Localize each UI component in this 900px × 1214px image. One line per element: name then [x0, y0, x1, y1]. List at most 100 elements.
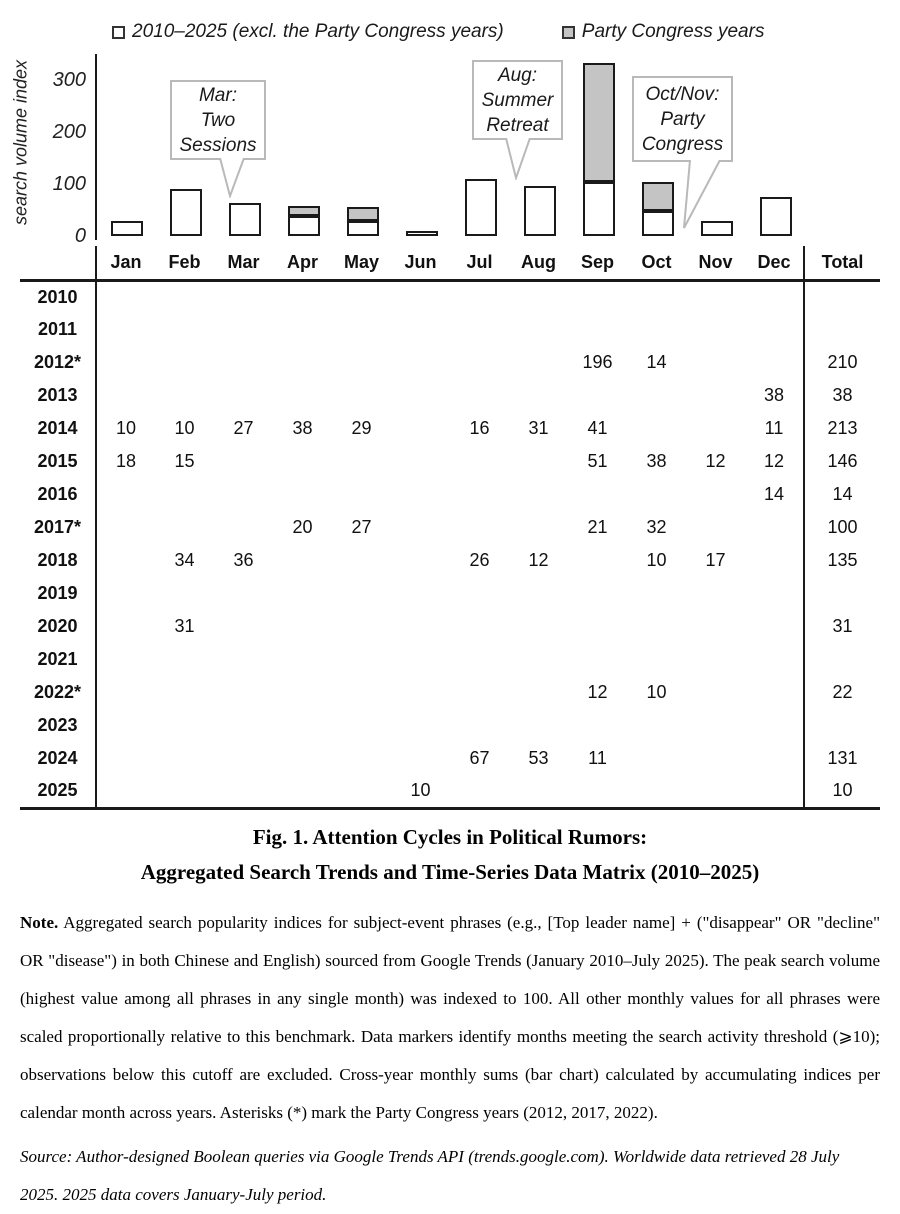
- bar-segment-jun-regular: [405, 231, 438, 236]
- table-cell: 29: [351, 418, 372, 438]
- table-cell: [273, 610, 332, 643]
- year-label: 2019: [37, 583, 78, 603]
- table-cell: [509, 379, 568, 412]
- table-row-2010: 2010: [20, 280, 880, 313]
- table-cell: [95, 775, 155, 810]
- annotation-summer-retreat: Aug: Summer Retreat: [472, 60, 563, 140]
- bar-may: [346, 207, 379, 236]
- total-cell: 31: [803, 610, 880, 643]
- table-cell: [273, 643, 332, 676]
- table-cell: 41: [587, 418, 608, 438]
- table-cell: [745, 511, 804, 544]
- table-cell: [273, 775, 332, 810]
- table-cell: [391, 643, 450, 676]
- table-cell: 34: [174, 550, 195, 570]
- column-header-jun: Jun: [391, 246, 450, 282]
- table-cell: [686, 412, 745, 445]
- table-cell: [155, 280, 214, 313]
- table-row-2021: 2021: [20, 643, 880, 676]
- table-cell: 67: [469, 748, 490, 768]
- year-label: 2015: [37, 451, 78, 471]
- table-cell: [155, 643, 214, 676]
- table-row-2015: 2015 18 15 51 38 12 12 146: [20, 445, 880, 478]
- table-cell: [332, 280, 391, 313]
- year-label: 2022*: [33, 682, 82, 702]
- table-cell: [155, 478, 214, 511]
- table-cell: 10: [391, 775, 450, 810]
- table-cell: [391, 709, 450, 742]
- table-cell: [391, 544, 450, 577]
- total-cell: 38: [803, 379, 880, 412]
- y-tick-label-0: 0: [74, 225, 86, 247]
- column-header-may: May: [332, 246, 391, 282]
- table-cell: [273, 709, 332, 742]
- table-cell: 21: [587, 517, 608, 537]
- table-cell: [509, 775, 568, 810]
- year-label: 2011: [37, 319, 78, 339]
- table-cell: [686, 676, 745, 709]
- table-cell: [273, 280, 332, 313]
- year-label: 2014: [37, 418, 78, 438]
- table-cell: [509, 610, 568, 643]
- table-row-2025: 2025 10 10: [20, 775, 880, 810]
- table-cell: [214, 577, 273, 610]
- table-cell: [332, 478, 391, 511]
- table-cell: 27: [233, 418, 254, 438]
- year-label: 2017*: [33, 517, 82, 537]
- table-cell: [214, 445, 273, 478]
- table-cell: [568, 313, 627, 346]
- column-header-sep: Sep: [568, 246, 627, 282]
- table-cell: [450, 775, 509, 810]
- annotation-two-sessions: Mar: Two Sessions: [170, 80, 266, 160]
- table-cell: [332, 445, 391, 478]
- table-cell: [95, 610, 155, 643]
- table-cell: [568, 544, 627, 577]
- table-cell: [509, 709, 568, 742]
- legend-label-congress-years: Party Congress years: [581, 21, 765, 42]
- table-cell: [391, 478, 450, 511]
- table-cell: [332, 379, 391, 412]
- table-cell: [745, 709, 804, 742]
- table-row-2018: 2018 34 36 26 12 10 17 135: [20, 544, 880, 577]
- column-header-feb: Feb: [155, 246, 214, 282]
- table-cell: 53: [528, 748, 549, 768]
- bar-sep: [582, 63, 615, 236]
- year-label: 2018: [37, 550, 78, 570]
- table-cell: [686, 280, 745, 313]
- y-tick-label-100: 100: [52, 173, 86, 195]
- table-cell: 12: [763, 451, 785, 471]
- table-cell: [332, 544, 391, 577]
- table-cell: [509, 478, 568, 511]
- column-header-mar: Mar: [214, 246, 273, 282]
- table-cell: [686, 313, 745, 346]
- column-header-apr: Apr: [273, 246, 332, 282]
- table-cell: [95, 643, 155, 676]
- column-header-total: Total: [803, 246, 880, 282]
- note-label: Note.: [20, 912, 59, 932]
- year-label: 2016: [37, 484, 78, 504]
- figure-source: Source: Author-designed Boolean queries …: [20, 1146, 840, 1204]
- legend-swatch-gray-icon: [561, 25, 575, 39]
- year-label: 2021: [37, 649, 78, 669]
- total-cell: [803, 577, 880, 610]
- table-row-2022: 2022* 12 10 22: [20, 676, 880, 709]
- bar-feb: [169, 189, 202, 236]
- table-cell: [332, 313, 391, 346]
- table-cell: [568, 379, 627, 412]
- table-row-2023: 2023: [20, 709, 880, 742]
- table-cell: [568, 478, 627, 511]
- table-cell: [273, 544, 332, 577]
- table-cell: [332, 742, 391, 775]
- table-cell: [214, 610, 273, 643]
- table-row-2012: 2012* 196 14 210: [20, 346, 880, 379]
- table-cell: [745, 643, 804, 676]
- caption-line-2: Aggregated Search Trends and Time-Series…: [140, 859, 760, 884]
- total-cell: [803, 643, 880, 676]
- table-row-2016: 2016 14 14: [20, 478, 880, 511]
- bar-jul: [464, 179, 497, 236]
- table-cell: [391, 676, 450, 709]
- table-cell: 31: [528, 418, 549, 438]
- table-cell: 18: [95, 445, 155, 478]
- table-cell: 32: [646, 517, 667, 537]
- table-cell: [686, 775, 745, 810]
